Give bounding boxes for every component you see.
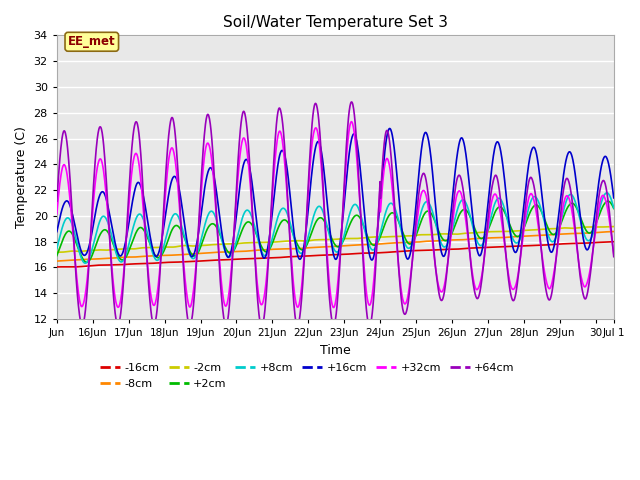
- Y-axis label: Temperature (C): Temperature (C): [15, 126, 28, 228]
- Title: Soil/Water Temperature Set 3: Soil/Water Temperature Set 3: [223, 15, 448, 30]
- X-axis label: Time: Time: [320, 344, 351, 357]
- Text: EE_met: EE_met: [68, 35, 116, 48]
- Legend: -16cm, -8cm, -2cm, +2cm, +8cm, +16cm, +32cm, +64cm: -16cm, -8cm, -2cm, +2cm, +8cm, +16cm, +3…: [96, 359, 519, 393]
